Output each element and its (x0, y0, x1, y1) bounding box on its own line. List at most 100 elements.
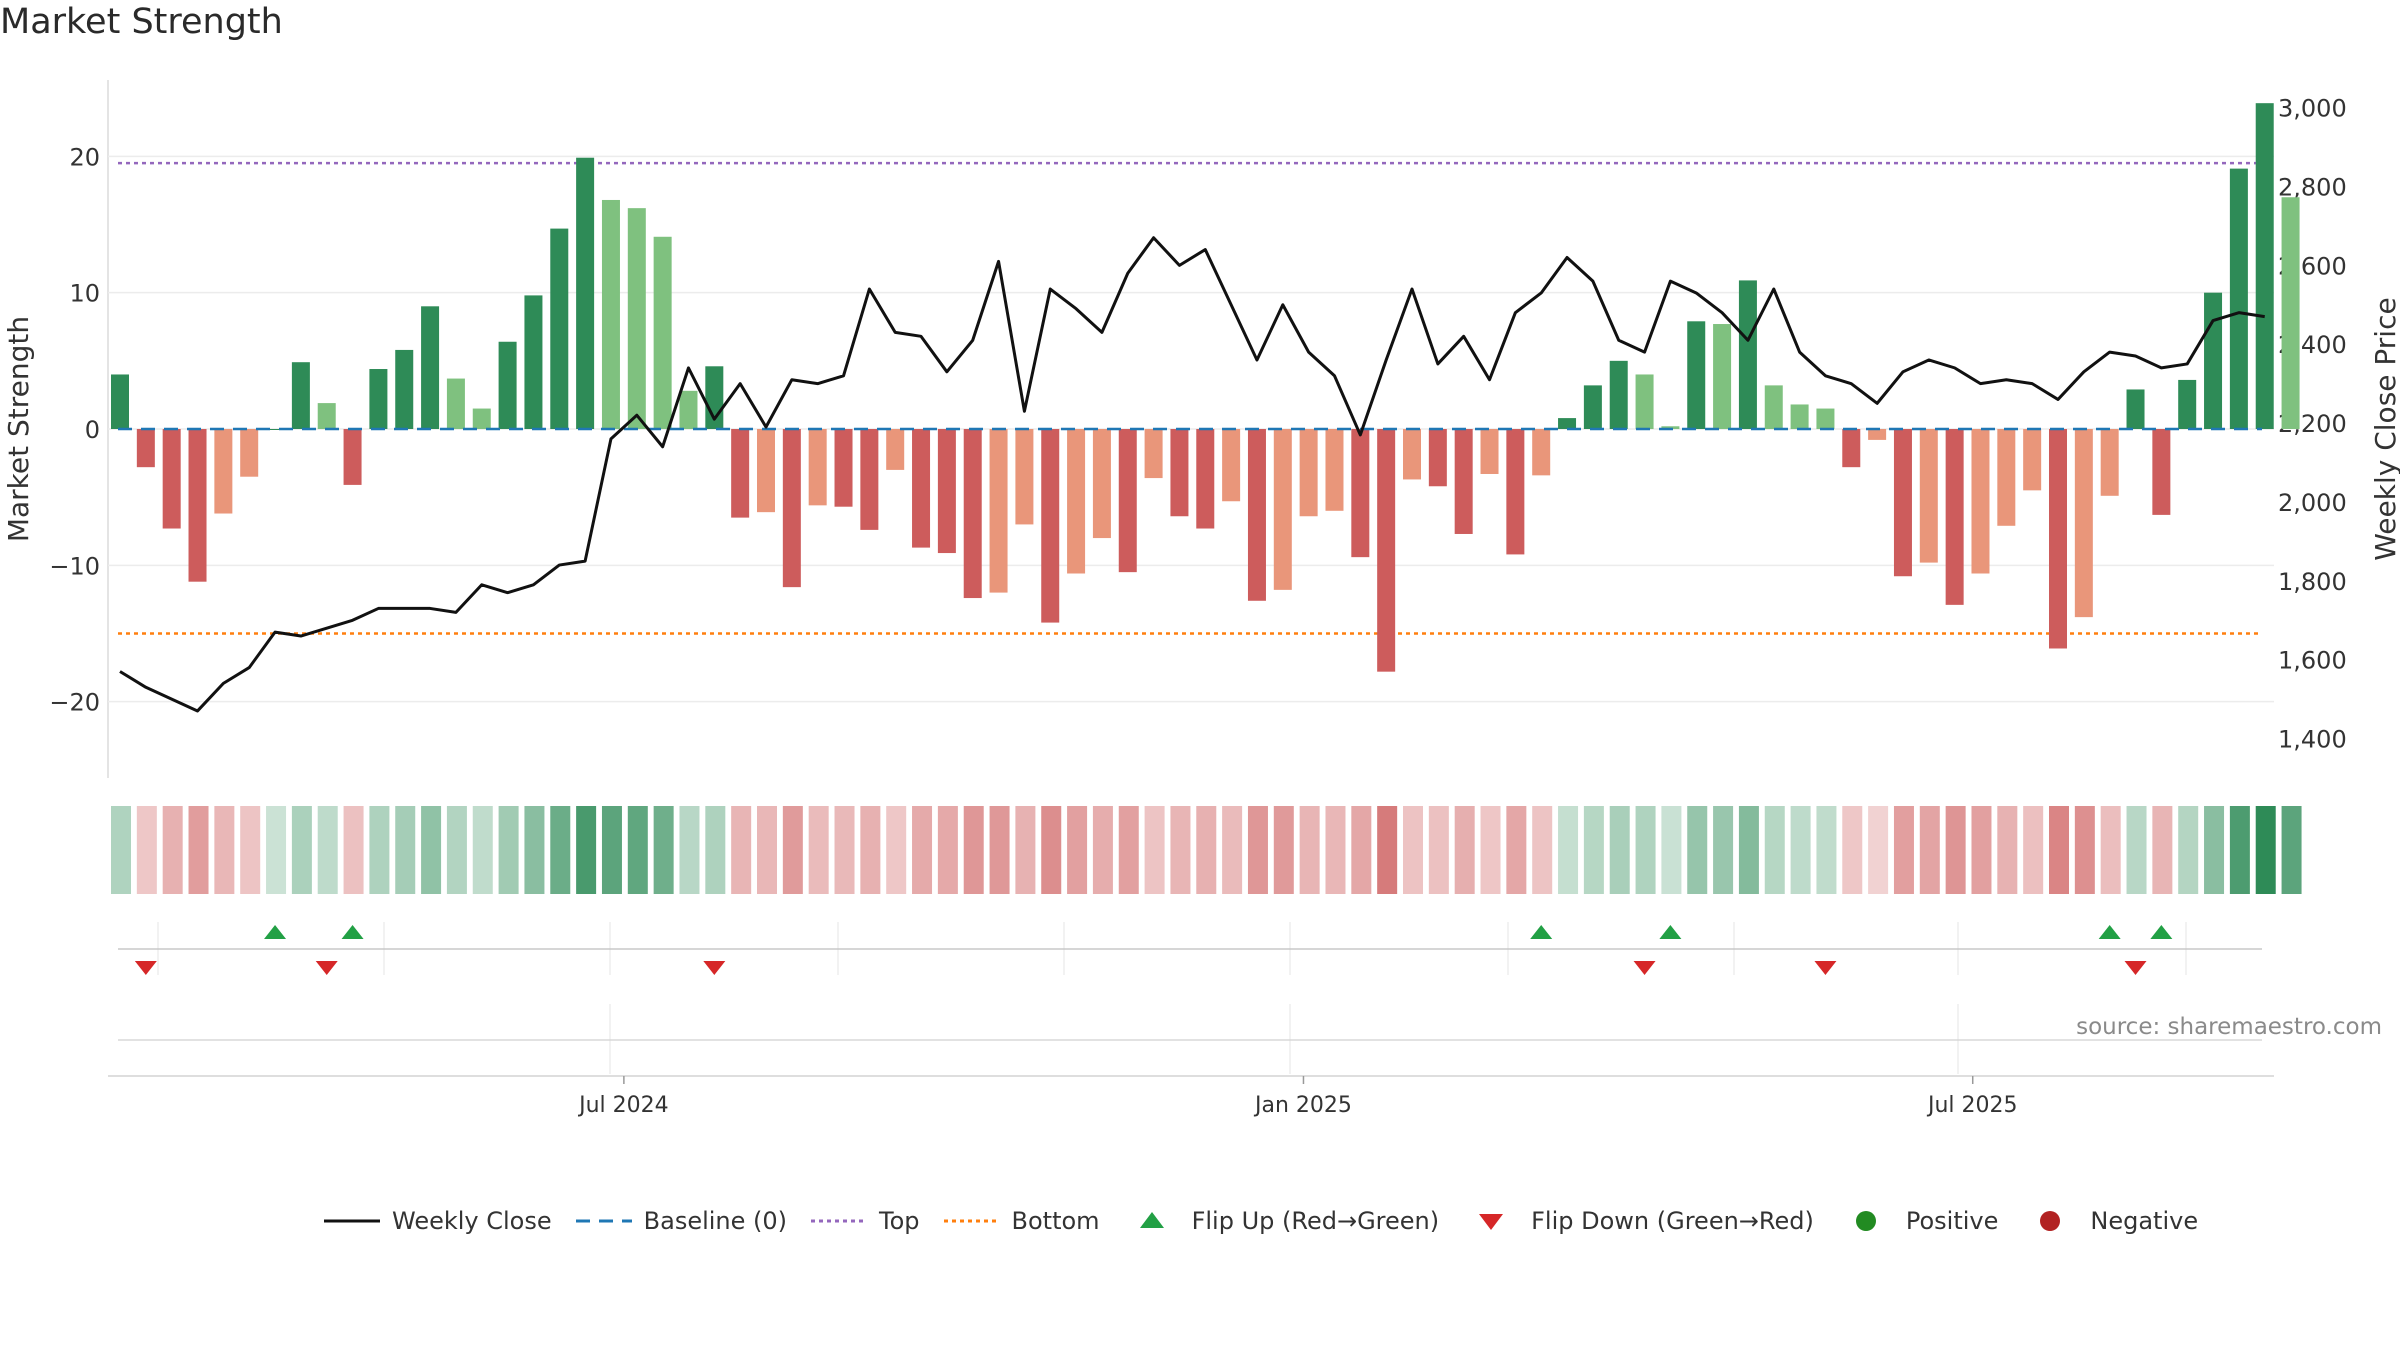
strength-bar (266, 429, 285, 430)
heat-cell (1428, 806, 1449, 894)
heat-cell (679, 806, 700, 894)
legend-label: Flip Up (Red→Green) (1191, 1207, 1440, 1235)
y-left-tick-label: 10 (69, 280, 100, 308)
heat-cell (601, 806, 622, 894)
strength-bar (1842, 429, 1861, 468)
flip-up-marker (1530, 925, 1553, 939)
legend-label: Positive (1905, 1207, 1999, 1235)
heat-cell (1532, 806, 1553, 894)
strength-bar (446, 378, 465, 429)
x-tick-label: Jul 2024 (577, 1093, 669, 1118)
legend-label: Bottom (1011, 1207, 1100, 1235)
heat-cell (782, 806, 803, 894)
strength-bar (1971, 429, 1990, 574)
heat-cell (1868, 806, 1889, 894)
heat-cell (834, 806, 855, 894)
heat-cell (1015, 806, 1036, 894)
chart-title: Market Strength (0, 2, 283, 42)
y-left-tick-label: −20 (49, 689, 100, 717)
y-left-tick-label: 20 (69, 143, 100, 171)
heat-cell (2229, 806, 2250, 894)
strength-bar (1403, 429, 1421, 480)
heat-cell (214, 806, 235, 894)
strength-bar (1273, 429, 1292, 590)
flip-down-marker (1814, 961, 1837, 975)
strength-bar (1532, 429, 1551, 476)
heat-cell (2152, 806, 2173, 894)
y-left-tick-label: 0 (85, 416, 100, 444)
y-right-axis-label: Weekly Close Price (2369, 297, 2400, 560)
heat-cell (1558, 806, 1579, 894)
triangle-down-icon (1479, 1214, 1504, 1230)
heat-cell (1687, 806, 1708, 894)
heat-cell (653, 806, 674, 894)
strength-bar (1299, 429, 1318, 517)
strength-bar (1377, 429, 1396, 672)
legend-item-top: Top (807, 1206, 920, 1236)
heat-cell (1661, 806, 1682, 894)
strength-bar (1609, 360, 1628, 429)
heat-cell (291, 806, 312, 894)
strength-bar (1428, 429, 1447, 487)
heat-cell (705, 806, 726, 894)
triangle-up-icon (1139, 1212, 1164, 1228)
strength-bar (1583, 385, 1602, 429)
heat-cell (808, 806, 829, 894)
strength-bar (1558, 418, 1577, 429)
heat-cell (498, 806, 519, 894)
heat-cell (1144, 806, 1165, 894)
strength-bar (1247, 429, 1266, 601)
y-right-tick-label: 1,800 (2278, 568, 2347, 596)
strength-bar (1816, 408, 1835, 429)
strength-bar (989, 429, 1008, 593)
heat-cell (1377, 806, 1398, 894)
heat-cell (2178, 806, 2199, 894)
legend-label: Weekly Close (392, 1207, 552, 1235)
strength-bar (1325, 429, 1344, 511)
heat-cell (188, 806, 209, 894)
strength-bar (912, 429, 931, 548)
dotted-orange-line-icon (943, 1219, 1000, 1223)
strength-bar (1480, 429, 1499, 474)
heat-cell (1273, 806, 1294, 894)
strength-bar (1635, 374, 1654, 429)
heat-cell (136, 806, 157, 894)
heat-cell (1893, 806, 1914, 894)
legend-item-flip-down: Flip Down (Green→Red) (1459, 1206, 1814, 1236)
flip-down-marker (315, 961, 338, 975)
strength-bar (1738, 280, 1757, 429)
heat-cell (1506, 806, 1527, 894)
heat-cell (1713, 806, 1734, 894)
strength-bar (1222, 429, 1241, 502)
strength-bar (2178, 379, 2197, 429)
heat-cell (2126, 806, 2147, 894)
flip-up-marker (341, 925, 364, 939)
legend-item-baseline: Baseline (0) (572, 1206, 787, 1236)
strength-bar (2074, 429, 2093, 618)
heat-cell (1351, 806, 1372, 894)
strength-bar (2204, 292, 2223, 429)
heat-cell (1480, 806, 1501, 894)
heat-cell (1816, 806, 1837, 894)
flip-up-marker (2098, 925, 2121, 939)
strength-bar (291, 362, 310, 429)
heat-cell (1041, 806, 1062, 894)
strength-bar (2049, 429, 2067, 649)
legend-item-positive: Positive (1834, 1206, 1999, 1236)
legend-item-flip-up: Flip Up (Red→Green) (1120, 1206, 1440, 1236)
strength-bar (498, 341, 517, 429)
strength-bar (162, 429, 181, 529)
strength-bar (2281, 197, 2300, 429)
heat-cell (1609, 806, 1630, 894)
y-right-tick-label: 1,600 (2278, 647, 2347, 675)
heat-cell (2204, 806, 2225, 894)
strength-bar (214, 429, 233, 514)
heat-cell (2255, 806, 2276, 894)
strength-bar (731, 429, 750, 518)
strength-bar (2100, 429, 2119, 496)
strength-bar (808, 429, 827, 506)
strength-bar (1454, 429, 1473, 534)
heat-cell (111, 806, 131, 894)
heat-cell (1325, 806, 1346, 894)
strength-bar (136, 429, 155, 468)
